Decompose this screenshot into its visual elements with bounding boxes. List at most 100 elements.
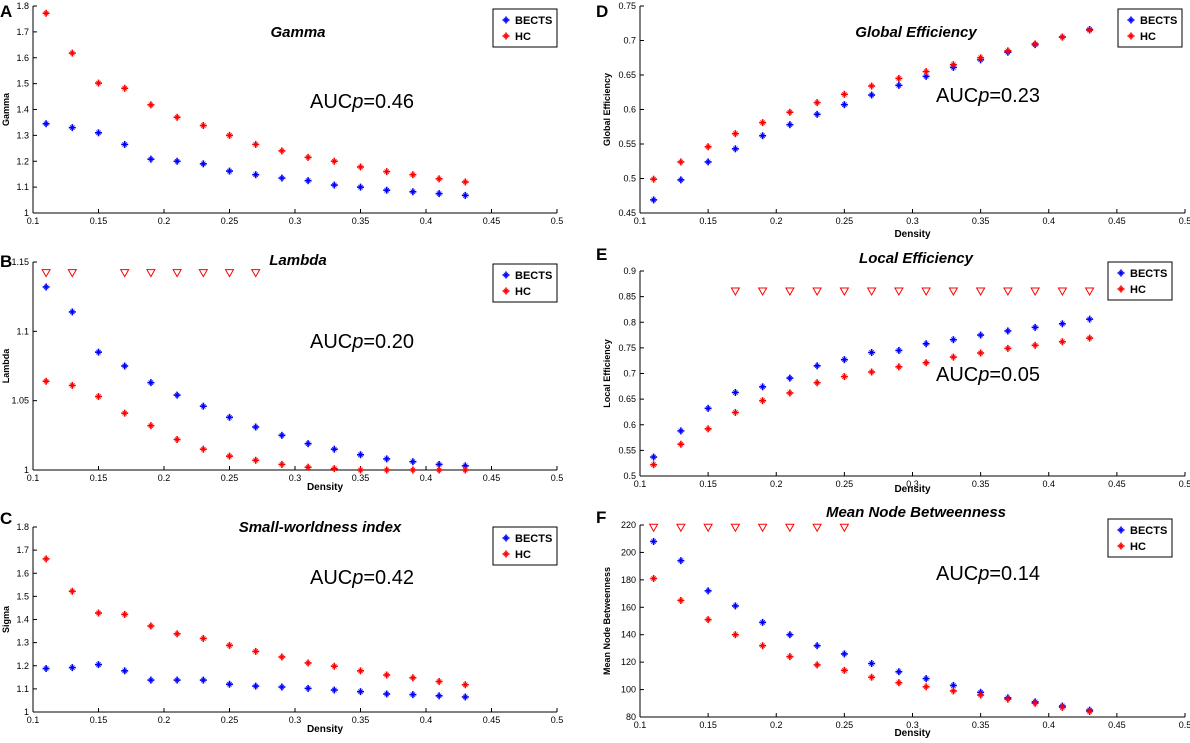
data-point [95, 393, 102, 401]
y-tick-label: 1.1 [16, 684, 29, 694]
series-hc [650, 334, 1094, 469]
data-point [95, 661, 102, 669]
data-point [868, 673, 876, 681]
y-tick-label: 1.1 [16, 182, 29, 192]
data-point [677, 176, 685, 184]
legend-label: HC [1130, 541, 1146, 553]
data-point [677, 158, 685, 166]
data-point [330, 686, 338, 694]
data-point [922, 340, 930, 348]
auc-p-symbol: p [977, 364, 989, 386]
x-tick-label: 0.1 [27, 715, 40, 725]
data-point [868, 91, 876, 99]
data-point [895, 679, 903, 687]
x-tick-label: 0.2 [770, 479, 783, 489]
auc-annotation: AUCp=0.20 [310, 331, 414, 353]
data-point [42, 283, 50, 291]
auc-prefix: AUC [936, 364, 978, 386]
data-point [357, 163, 364, 171]
data-point [409, 466, 417, 474]
data-point [304, 440, 312, 448]
data-point [357, 451, 364, 459]
significance-triangle-icon [198, 269, 209, 278]
data-point [895, 363, 903, 371]
auc-value: =0.46 [363, 91, 414, 113]
auc-prefix: AUC [936, 85, 978, 107]
significance-triangle-icon [676, 523, 686, 533]
series-bects [42, 283, 469, 470]
data-point [840, 666, 848, 674]
data-point [813, 362, 821, 370]
data-point [1086, 334, 1094, 342]
y-tick-label: 1.5 [16, 79, 29, 89]
data-point [704, 143, 712, 151]
data-point [330, 465, 338, 473]
x-tick-label: 0.45 [1108, 720, 1126, 730]
data-point [226, 131, 233, 139]
x-tick-label: 0.4 [420, 216, 433, 226]
data-point [121, 610, 129, 618]
data-point [226, 680, 233, 688]
data-point [95, 348, 102, 356]
x-tick-label: 0.25 [221, 715, 239, 725]
x-tick-label: 0.4 [1042, 479, 1055, 489]
x-tick-label: 0.2 [770, 720, 783, 730]
legend-label: HC [1130, 284, 1146, 296]
legend-box [492, 263, 558, 303]
y-tick-label: 0.5 [623, 174, 636, 184]
data-point [786, 374, 794, 382]
data-point [383, 690, 391, 698]
x-tick-label: 0.45 [483, 715, 501, 725]
data-point [304, 463, 312, 471]
data-point [786, 653, 794, 661]
legend: BECTS HC [1107, 518, 1173, 558]
data-point [461, 681, 469, 689]
data-point [383, 168, 391, 176]
panel-e: E Local Efficiency 0.1 0.15 0.2 0.25 0.3 0.35 0.… [596, 245, 1190, 495]
data-point [435, 175, 443, 183]
data-point [677, 427, 685, 435]
panel-title: Mean Node Betweenness [826, 504, 1006, 521]
legend-marker-icon [502, 271, 510, 279]
auc-annotation: AUCp=0.42 [310, 567, 414, 589]
data-point [922, 359, 930, 367]
y-tick-label: 1.5 [16, 591, 29, 601]
data-point [435, 190, 443, 198]
y-tick-label: 1.6 [16, 568, 29, 578]
legend-box [1107, 261, 1173, 301]
data-point [226, 413, 233, 421]
x-tick-label: 0.35 [972, 216, 990, 226]
significance-triangle-icon [119, 269, 130, 278]
data-point [868, 660, 876, 668]
data-point [731, 388, 739, 396]
data-point [813, 379, 821, 387]
x-tick-label: 0.5 [1179, 479, 1190, 489]
panel-b: B Lambda 0.1 0.15 0.2 0.25 0.3 0.35 0.4 0.45 0.5 1 1… [0, 252, 563, 493]
x-tick-label: 0.25 [221, 473, 239, 483]
y-axis-label: Global Efficiency [602, 73, 612, 146]
data-point [383, 186, 391, 194]
auc-p-symbol: p [351, 567, 363, 589]
significance-triangle-icon [730, 523, 741, 533]
data-point [252, 456, 260, 464]
data-point [226, 641, 233, 649]
panel-title: Small-worldness index [239, 519, 402, 536]
auc-p-symbol: p [351, 331, 363, 353]
data-point [977, 349, 985, 357]
x-tick-label: 0.35 [972, 720, 990, 730]
data-point [330, 662, 338, 670]
data-point [949, 353, 957, 361]
significance-triangle-icon [812, 523, 822, 533]
data-point [252, 171, 260, 179]
y-axis-label: Lambda [1, 348, 11, 384]
data-point [304, 659, 312, 667]
data-point [42, 120, 50, 128]
y-tick-label: 180 [621, 575, 636, 585]
data-point [278, 147, 286, 155]
significance-triangle-icon [948, 287, 959, 297]
y-tick-label: 1.05 [11, 396, 29, 406]
x-tick-label: 0.5 [551, 216, 564, 226]
x-tick-label: 0.1 [634, 720, 647, 730]
data-point [704, 404, 712, 412]
auc-value: =0.20 [363, 331, 414, 353]
